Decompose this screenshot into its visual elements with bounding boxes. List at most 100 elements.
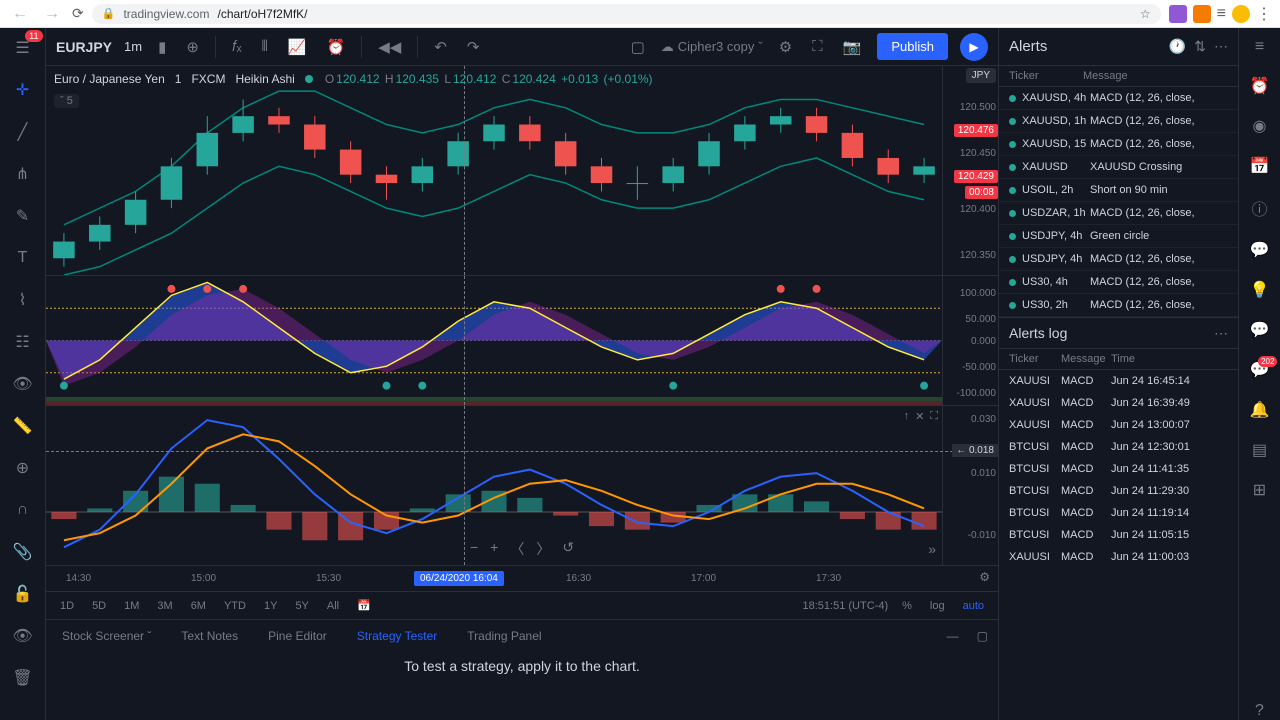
symbol-label[interactable]: EURJPY <box>56 39 112 55</box>
brush-icon[interactable]: ✎ <box>9 202 37 230</box>
log-button[interactable]: log <box>926 598 949 614</box>
settings-icon[interactable]: ⚙ <box>775 38 796 56</box>
alert-add-icon[interactable]: 🕐 <box>1169 38 1186 55</box>
range-1d[interactable]: 1D <box>56 598 78 614</box>
zoom-icon[interactable]: ⊕ <box>9 454 37 482</box>
tab-pine[interactable]: Pine Editor <box>262 625 333 647</box>
fullscreen-icon[interactable]: ⛶ <box>808 38 827 55</box>
alert-row[interactable]: XAUUSDXAUUSD Crossing <box>999 156 1238 179</box>
alert-row[interactable]: US30, 2hMACD (12, 26, close, <box>999 294 1238 317</box>
candle-type-icon[interactable]: ▮ <box>154 38 170 56</box>
text-icon[interactable]: T <box>9 244 37 272</box>
ext-icon-3[interactable]: ≡ <box>1217 5 1226 23</box>
alert-row[interactable]: US30, 4hMACD (12, 26, close, <box>999 271 1238 294</box>
log-row[interactable]: XAUUSIMACDJun 24 13:00:07 <box>999 414 1238 436</box>
fib-icon[interactable]: ⋔ <box>9 160 37 188</box>
maximize-pane-icon[interactable]: ⛶ <box>930 410 938 423</box>
compare-icon[interactable]: ⊕ <box>182 38 203 56</box>
range-1y[interactable]: 1Y <box>260 598 281 614</box>
pattern-icon[interactable]: ⌇ <box>9 286 37 314</box>
oscillator-pane[interactable]: 100.000 50.000 0.000 -50.000 -100.000 <box>46 276 998 406</box>
help-icon[interactable]: ? <box>1255 702 1264 720</box>
zoom-in-icon[interactable]: + <box>490 539 498 559</box>
range-3m[interactable]: 3M <box>153 598 176 614</box>
osc-axis[interactable]: 100.000 50.000 0.000 -50.000 -100.000 <box>942 276 998 405</box>
range-1m[interactable]: 1M <box>120 598 143 614</box>
public-chat-icon[interactable]: 💬202 <box>1250 360 1270 380</box>
goto-end-icon[interactable]: » <box>928 541 936 557</box>
reset-icon[interactable]: ↺ <box>562 539 574 559</box>
legend-sub[interactable]: ˇ 5 <box>54 94 79 108</box>
redo-icon[interactable]: ↷ <box>463 38 484 56</box>
log-row[interactable]: BTCUSIMACDJun 24 11:05:15 <box>999 524 1238 546</box>
scroll-left-icon[interactable]: 〈 <box>510 539 524 559</box>
url-bar[interactable]: 🔒 tradingview.com/chart/oH7f2MfK/ ☆ <box>92 4 1161 24</box>
financials-icon[interactable]: ⫴ <box>258 38 272 55</box>
macd-axis[interactable]: 0.030 0.010 -0.010 <box>942 406 998 565</box>
price-axis[interactable]: JPY 120.500 120.476 120.450 120.429 00:0… <box>942 66 998 275</box>
alert-more-icon[interactable]: ⋯ <box>1214 38 1228 55</box>
reload-icon[interactable]: ⟳ <box>72 5 84 22</box>
log-row[interactable]: BTCUSIMACDJun 24 11:29:30 <box>999 480 1238 502</box>
pct-button[interactable]: % <box>898 598 916 614</box>
move-up-icon[interactable]: ↑ <box>904 410 910 423</box>
minimize-icon[interactable]: — <box>947 629 959 643</box>
play-button[interactable]: ▶ <box>960 33 988 61</box>
time-axis[interactable]: 14:30 15:00 15:30 06/24/2020 16:04 16:30… <box>46 566 998 592</box>
layout-icon[interactable]: ▢ <box>627 38 649 56</box>
ext-icon-2[interactable] <box>1193 5 1211 23</box>
trash-icon[interactable]: 🗑 <box>9 664 37 692</box>
replay-back-icon[interactable]: ◀◀ <box>374 38 405 56</box>
hotlist-icon[interactable]: ◉ <box>1253 116 1267 136</box>
undo-icon[interactable]: ↶ <box>430 38 451 56</box>
calendar-icon[interactable]: 📅 <box>1250 156 1270 176</box>
range-6m[interactable]: 6M <box>187 598 210 614</box>
log-row[interactable]: XAUUSIMACDJun 24 16:39:49 <box>999 392 1238 414</box>
order-panel-icon[interactable]: ▤ <box>1252 440 1267 460</box>
chart-canvas[interactable]: Euro / Japanese Yen 1 FXCM Heikin Ashi O… <box>46 66 998 720</box>
trendline-icon[interactable]: ╱ <box>9 118 37 146</box>
chat-icon[interactable]: 💬 <box>1250 240 1270 260</box>
eye-icon[interactable]: 👁 <box>9 370 37 398</box>
dm-icon[interactable]: 💬 <box>1250 320 1270 340</box>
lock2-icon[interactable]: 🔓 <box>9 580 37 608</box>
log-row[interactable]: BTCUSIMACDJun 24 11:41:35 <box>999 458 1238 480</box>
indicators-icon[interactable]: 𝑓ₓ <box>228 38 246 55</box>
alert-row[interactable]: XAUUSD, 15MACD (12, 26, close, <box>999 133 1238 156</box>
alert-icon[interactable]: ⏰ <box>323 38 350 56</box>
alert-row[interactable]: USDZAR, 1hMACD (12, 26, close, <box>999 202 1238 225</box>
alert-row[interactable]: XAUUSD, 1hMACD (12, 26, close, <box>999 110 1238 133</box>
notifications-icon[interactable]: 🔔 <box>1250 400 1270 420</box>
price-pane[interactable]: JPY 120.500 120.476 120.450 120.429 00:0… <box>46 66 998 276</box>
close-pane-icon[interactable]: ✕ <box>915 410 924 423</box>
alert-row[interactable]: USDJPY, 4hGreen circle <box>999 225 1238 248</box>
log-row[interactable]: XAUUSIMACDJun 24 11:00:03 <box>999 546 1238 568</box>
goto-date-icon[interactable]: 📅 <box>353 597 375 614</box>
axis-settings-icon[interactable]: ⚙ <box>979 570 990 584</box>
alert-row[interactable]: USDJPY, 4hMACD (12, 26, close, <box>999 248 1238 271</box>
stream-icon[interactable]: 💡 <box>1250 280 1270 300</box>
ideas-icon[interactable]: ⓘ <box>1251 196 1267 220</box>
pair-label[interactable]: Euro / Japanese Yen <box>54 72 165 86</box>
alerts-rt-icon[interactable]: ⏰ <box>1250 76 1270 96</box>
cursor-icon[interactable]: ✛ <box>9 76 37 104</box>
range-all[interactable]: All <box>323 598 343 614</box>
publish-button[interactable]: Publish <box>877 33 948 60</box>
dom-icon[interactable]: ⊞ <box>1253 480 1266 500</box>
alert-row[interactable]: XAUUSD, 4hMACD (12, 26, close, <box>999 87 1238 110</box>
range-5d[interactable]: 5D <box>88 598 110 614</box>
menu-button[interactable]: ☰11 <box>9 34 37 62</box>
macd-pane[interactable]: ← 0.018 ↑ ✕ ⛶ 0.030 0.010 -0.010 − + <box>46 406 998 566</box>
magnet-icon[interactable]: ∩ <box>9 496 37 524</box>
tab-notes[interactable]: Text Notes <box>175 625 244 647</box>
lock-icon[interactable]: 📎 <box>9 538 37 566</box>
maximize-icon[interactable]: ▢ <box>977 629 988 643</box>
templates-icon[interactable]: 📈 <box>284 38 311 56</box>
watchlist-icon[interactable]: ≡ <box>1255 38 1264 56</box>
scroll-right-icon[interactable]: 〉 <box>536 539 550 559</box>
ruler-icon[interactable]: 📏 <box>9 412 37 440</box>
tab-screener[interactable]: Stock Screener ˇ <box>56 625 157 647</box>
zoom-out-icon[interactable]: − <box>470 539 478 559</box>
profile-icon[interactable] <box>1232 5 1250 23</box>
tab-strategy[interactable]: Strategy Tester <box>351 625 443 647</box>
